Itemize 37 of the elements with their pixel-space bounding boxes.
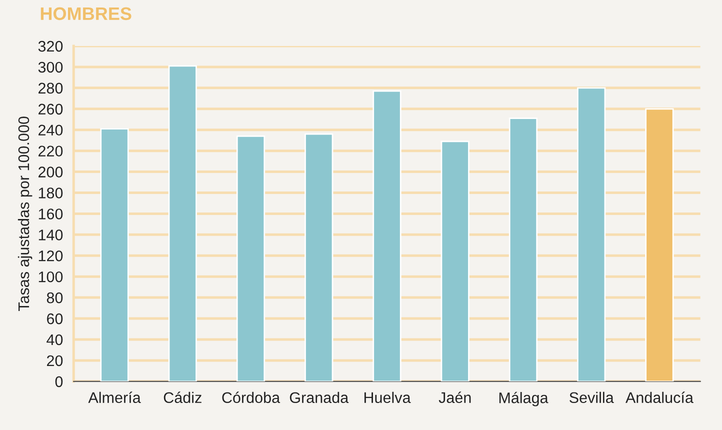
bar: [100, 128, 129, 382]
bar: [645, 108, 674, 382]
y-tick-label: 40: [46, 334, 63, 346]
y-tick-label: 260: [38, 104, 63, 115]
x-tick-label: Sevilla: [570, 392, 614, 404]
bar: [577, 87, 606, 382]
x-tick-label: Málaga: [499, 392, 548, 406]
y-tick-label: 160: [38, 208, 63, 220]
bar: [236, 135, 266, 382]
y-tick-label: 320: [38, 40, 63, 52]
y-tick-label: 100: [38, 271, 63, 282]
bar: [304, 133, 334, 382]
x-tick-label: Cádiz: [164, 392, 202, 404]
y-tick-label: 80: [46, 292, 63, 304]
x-tick-label: Granada: [290, 392, 349, 404]
bar: [168, 65, 197, 382]
x-tick-label: Almería: [88, 392, 141, 404]
bar: [372, 90, 402, 382]
y-tick-label: 240: [38, 124, 63, 136]
y-tick-label: 180: [38, 188, 63, 198]
y-tick-label: 60: [47, 313, 63, 324]
y-tick-label: 200: [38, 166, 63, 178]
x-tick-label: Córdoba: [222, 392, 280, 404]
bar: [508, 118, 538, 382]
y-tick-label: 120: [38, 250, 63, 262]
y-axis-title: Tasas ajustadas por 100.000: [18, 116, 32, 312]
y-tick-label: 280: [38, 82, 63, 94]
chart-title: HOMBRES: [40, 7, 132, 20]
x-tick-label: Andalucía: [626, 392, 694, 404]
y-tick-label: 0: [55, 376, 63, 388]
x-tick-label: Jaén: [438, 392, 471, 404]
y-tick-label: 220: [38, 146, 63, 157]
x-tick-label: Huelva: [364, 392, 411, 404]
y-tick-label: 300: [38, 62, 63, 73]
y-tick-label: 20: [47, 355, 63, 366]
bar: [440, 140, 470, 382]
y-tick-label: 140: [38, 230, 63, 240]
